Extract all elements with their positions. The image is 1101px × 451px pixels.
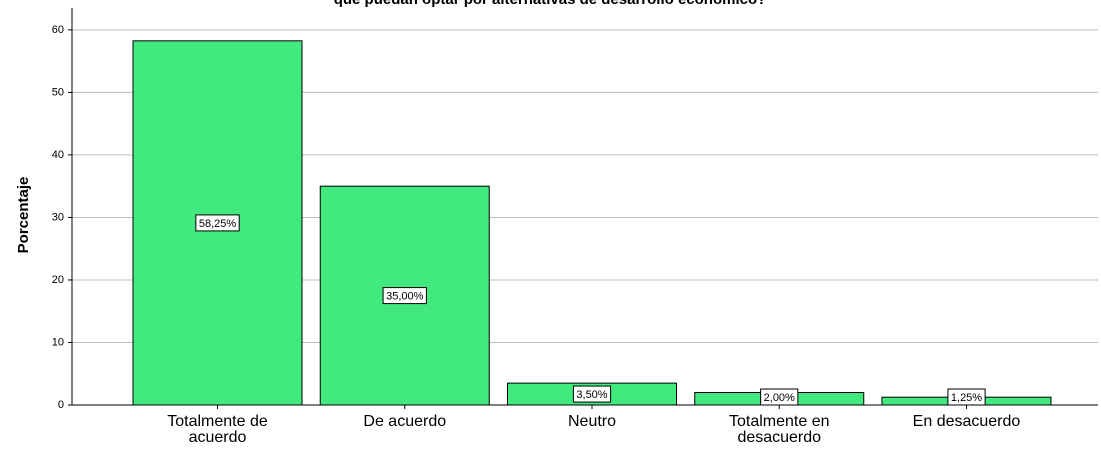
y-tick-label: 30 — [52, 211, 64, 223]
y-tick-label: 40 — [52, 149, 64, 161]
value-label: 1,25% — [947, 388, 986, 406]
value-label-text: 3,50% — [576, 389, 607, 401]
x-tick-label: Neutro — [567, 413, 617, 430]
x-tick-label: Totalmente en desacuerdo — [728, 413, 830, 446]
x-tick-label: De acuerdo — [363, 413, 447, 430]
value-label-text: 2,00% — [764, 392, 795, 404]
y-tick-label: 20 — [52, 274, 64, 286]
value-label-box — [572, 385, 612, 403]
value-label: 58,25% — [195, 214, 240, 232]
y-tick-label: 0 — [58, 399, 64, 411]
y-tick-label: 10 — [52, 336, 64, 348]
value-label-box — [382, 287, 427, 305]
y-tick-label: 60 — [52, 24, 64, 36]
value-label: 2,00% — [760, 388, 799, 406]
y-tick-label: 50 — [52, 86, 64, 98]
value-label-text: 58,25% — [199, 218, 237, 230]
value-label: 35,00% — [382, 287, 427, 305]
x-tick-label: En desacuerdo — [912, 413, 1021, 430]
value-label: 3,50% — [572, 385, 612, 403]
chart-title: que puedan optar por alternativas de des… — [334, 0, 767, 8]
value-label-box — [195, 214, 240, 232]
x-tick-label: Totalmente de acuerdo — [167, 413, 268, 446]
y-axis-label: Porcentaje — [15, 177, 32, 254]
value-label-text: 1,25% — [951, 392, 982, 404]
value-label-text: 35,00% — [386, 290, 424, 302]
